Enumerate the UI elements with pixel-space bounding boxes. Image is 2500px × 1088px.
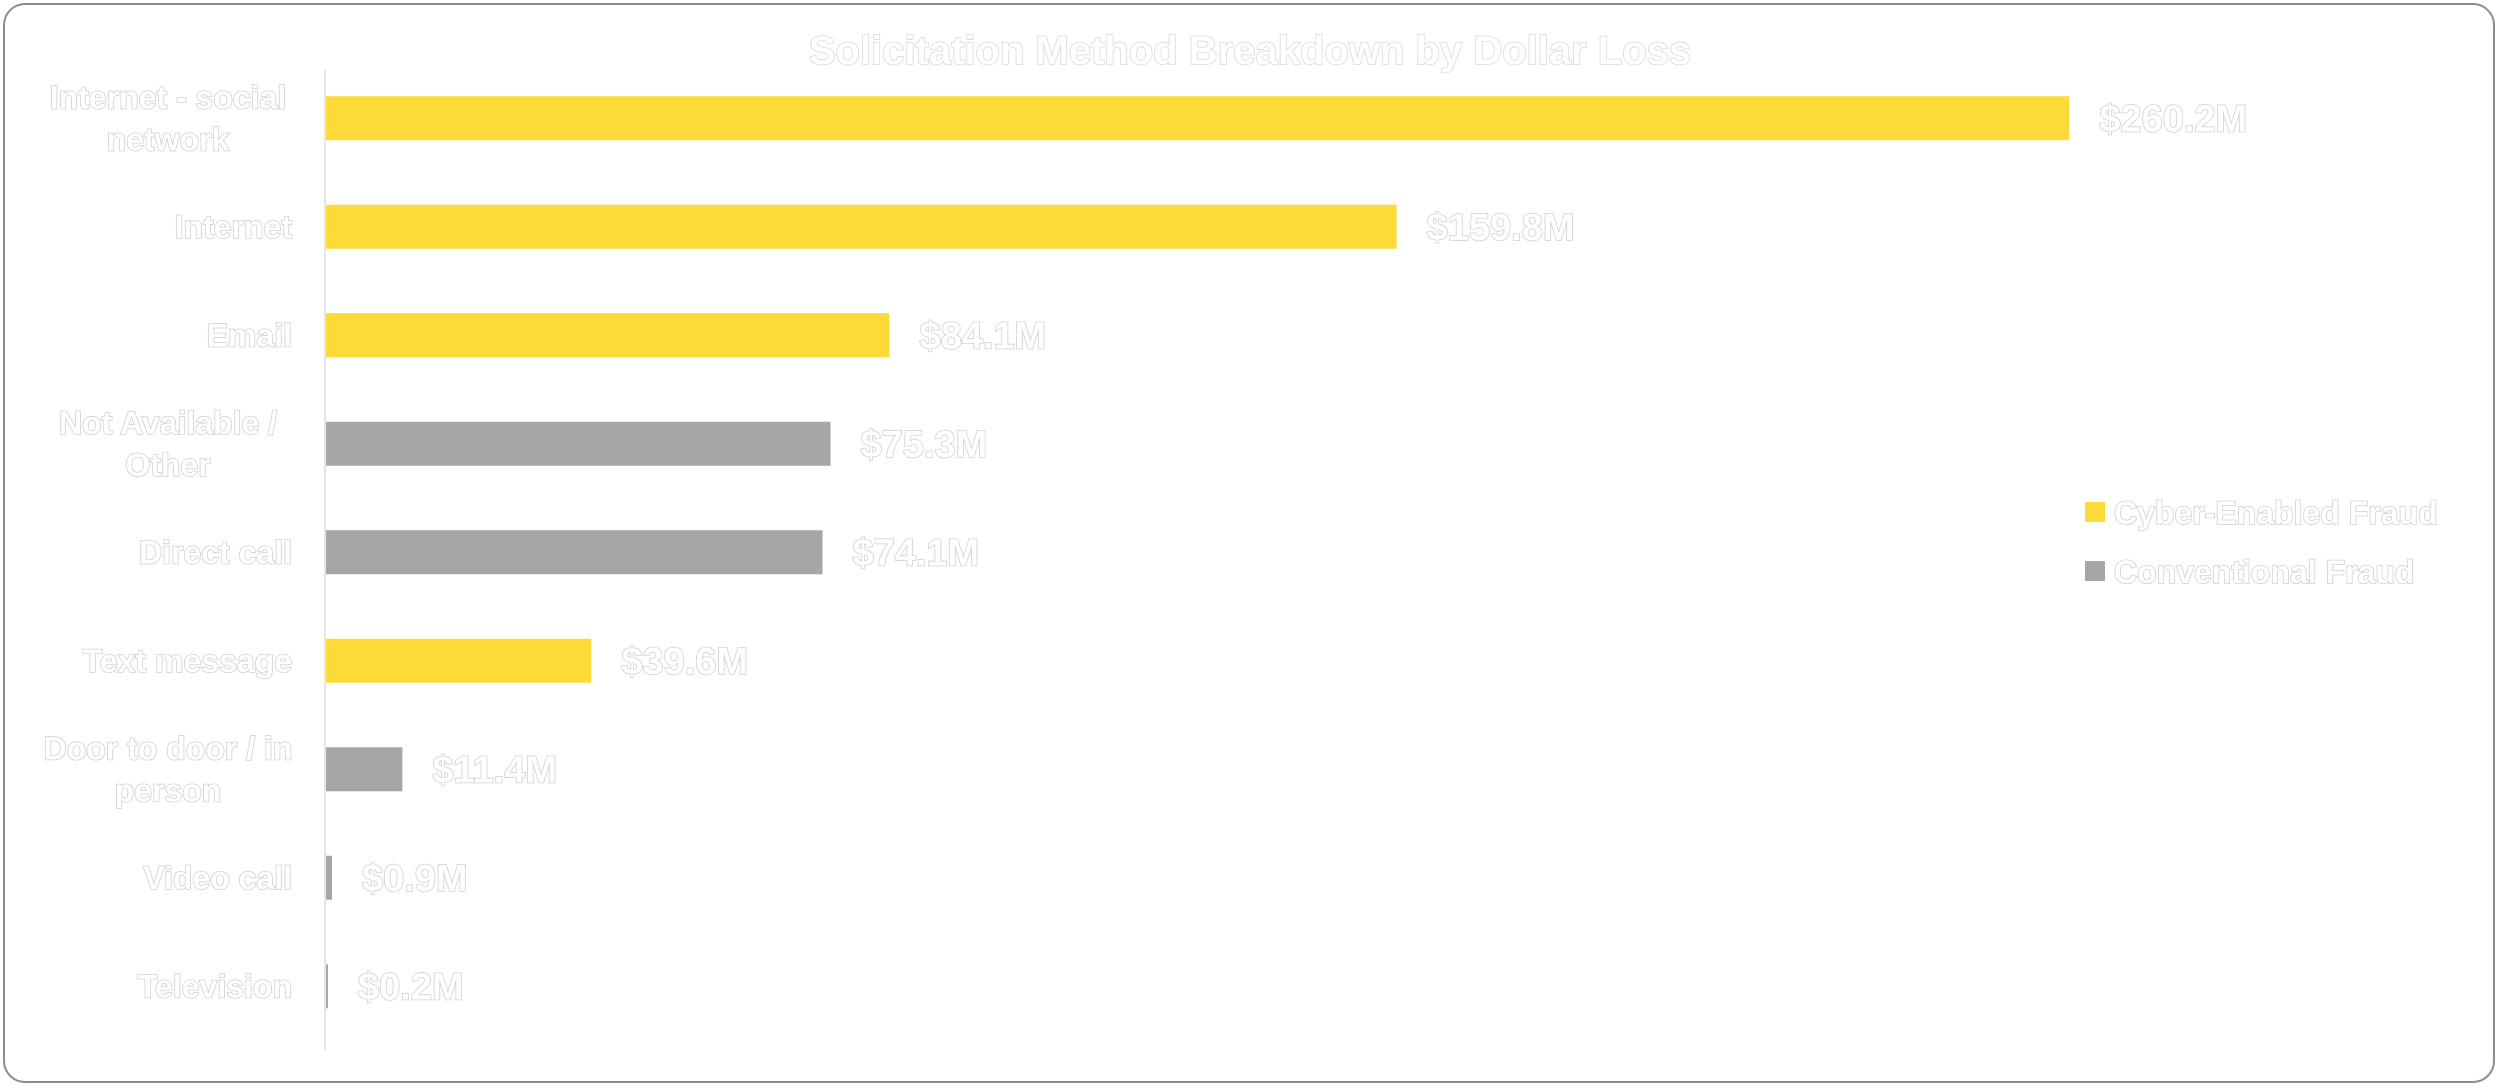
legend-swatch-conventional [2085,561,2105,581]
data-label-0: $260.2M [2099,98,2247,140]
category-label-0: Internet - social network [50,79,287,157]
data-label-6: $11.4M [432,749,557,791]
bar-5 [326,638,592,683]
bar-6 [326,747,403,792]
data-label-3: $75.3M [861,424,988,466]
category-label-3: Not Available / Other [59,405,277,483]
bar-0 [326,96,2070,141]
data-label-8: $0.2M [358,966,464,1008]
category-label-2: Email [207,317,292,353]
data-label-1: $159.8M [1427,207,1575,249]
legend: Cyber-Enabled Fraud Conventional Fraud [2085,494,2438,591]
legend-swatch-cyber [2085,502,2105,522]
bar-1 [326,204,1397,249]
category-label-7: Video call [143,860,292,896]
bar-4 [326,530,823,575]
category-label-5: Text message [83,643,292,679]
data-label-4: $74.1M [852,532,979,574]
data-label-7: $0.9M [362,858,468,900]
bars-layer: Internet - social network $260.2M Internet $… [43,78,2248,1009]
data-label-5: $39.6M [621,641,748,683]
category-label-4: Direct call [139,534,292,570]
chart-title: Solicitation Method Breakdown by Dollar … [809,29,1691,73]
category-label-1: Internet [175,209,293,245]
bar-3 [326,421,831,466]
legend-label-cyber: Cyber-Enabled Fraud [2114,495,2438,531]
bar-2 [326,313,890,358]
data-label-2: $84.1M [919,315,1046,357]
category-label-6: Door to door / in person [44,730,293,808]
bar-7 [326,855,333,900]
legend-label-conventional: Conventional Fraud [2114,554,2414,590]
bar-8 [326,964,328,1009]
category-label-8: Television [138,968,292,1004]
